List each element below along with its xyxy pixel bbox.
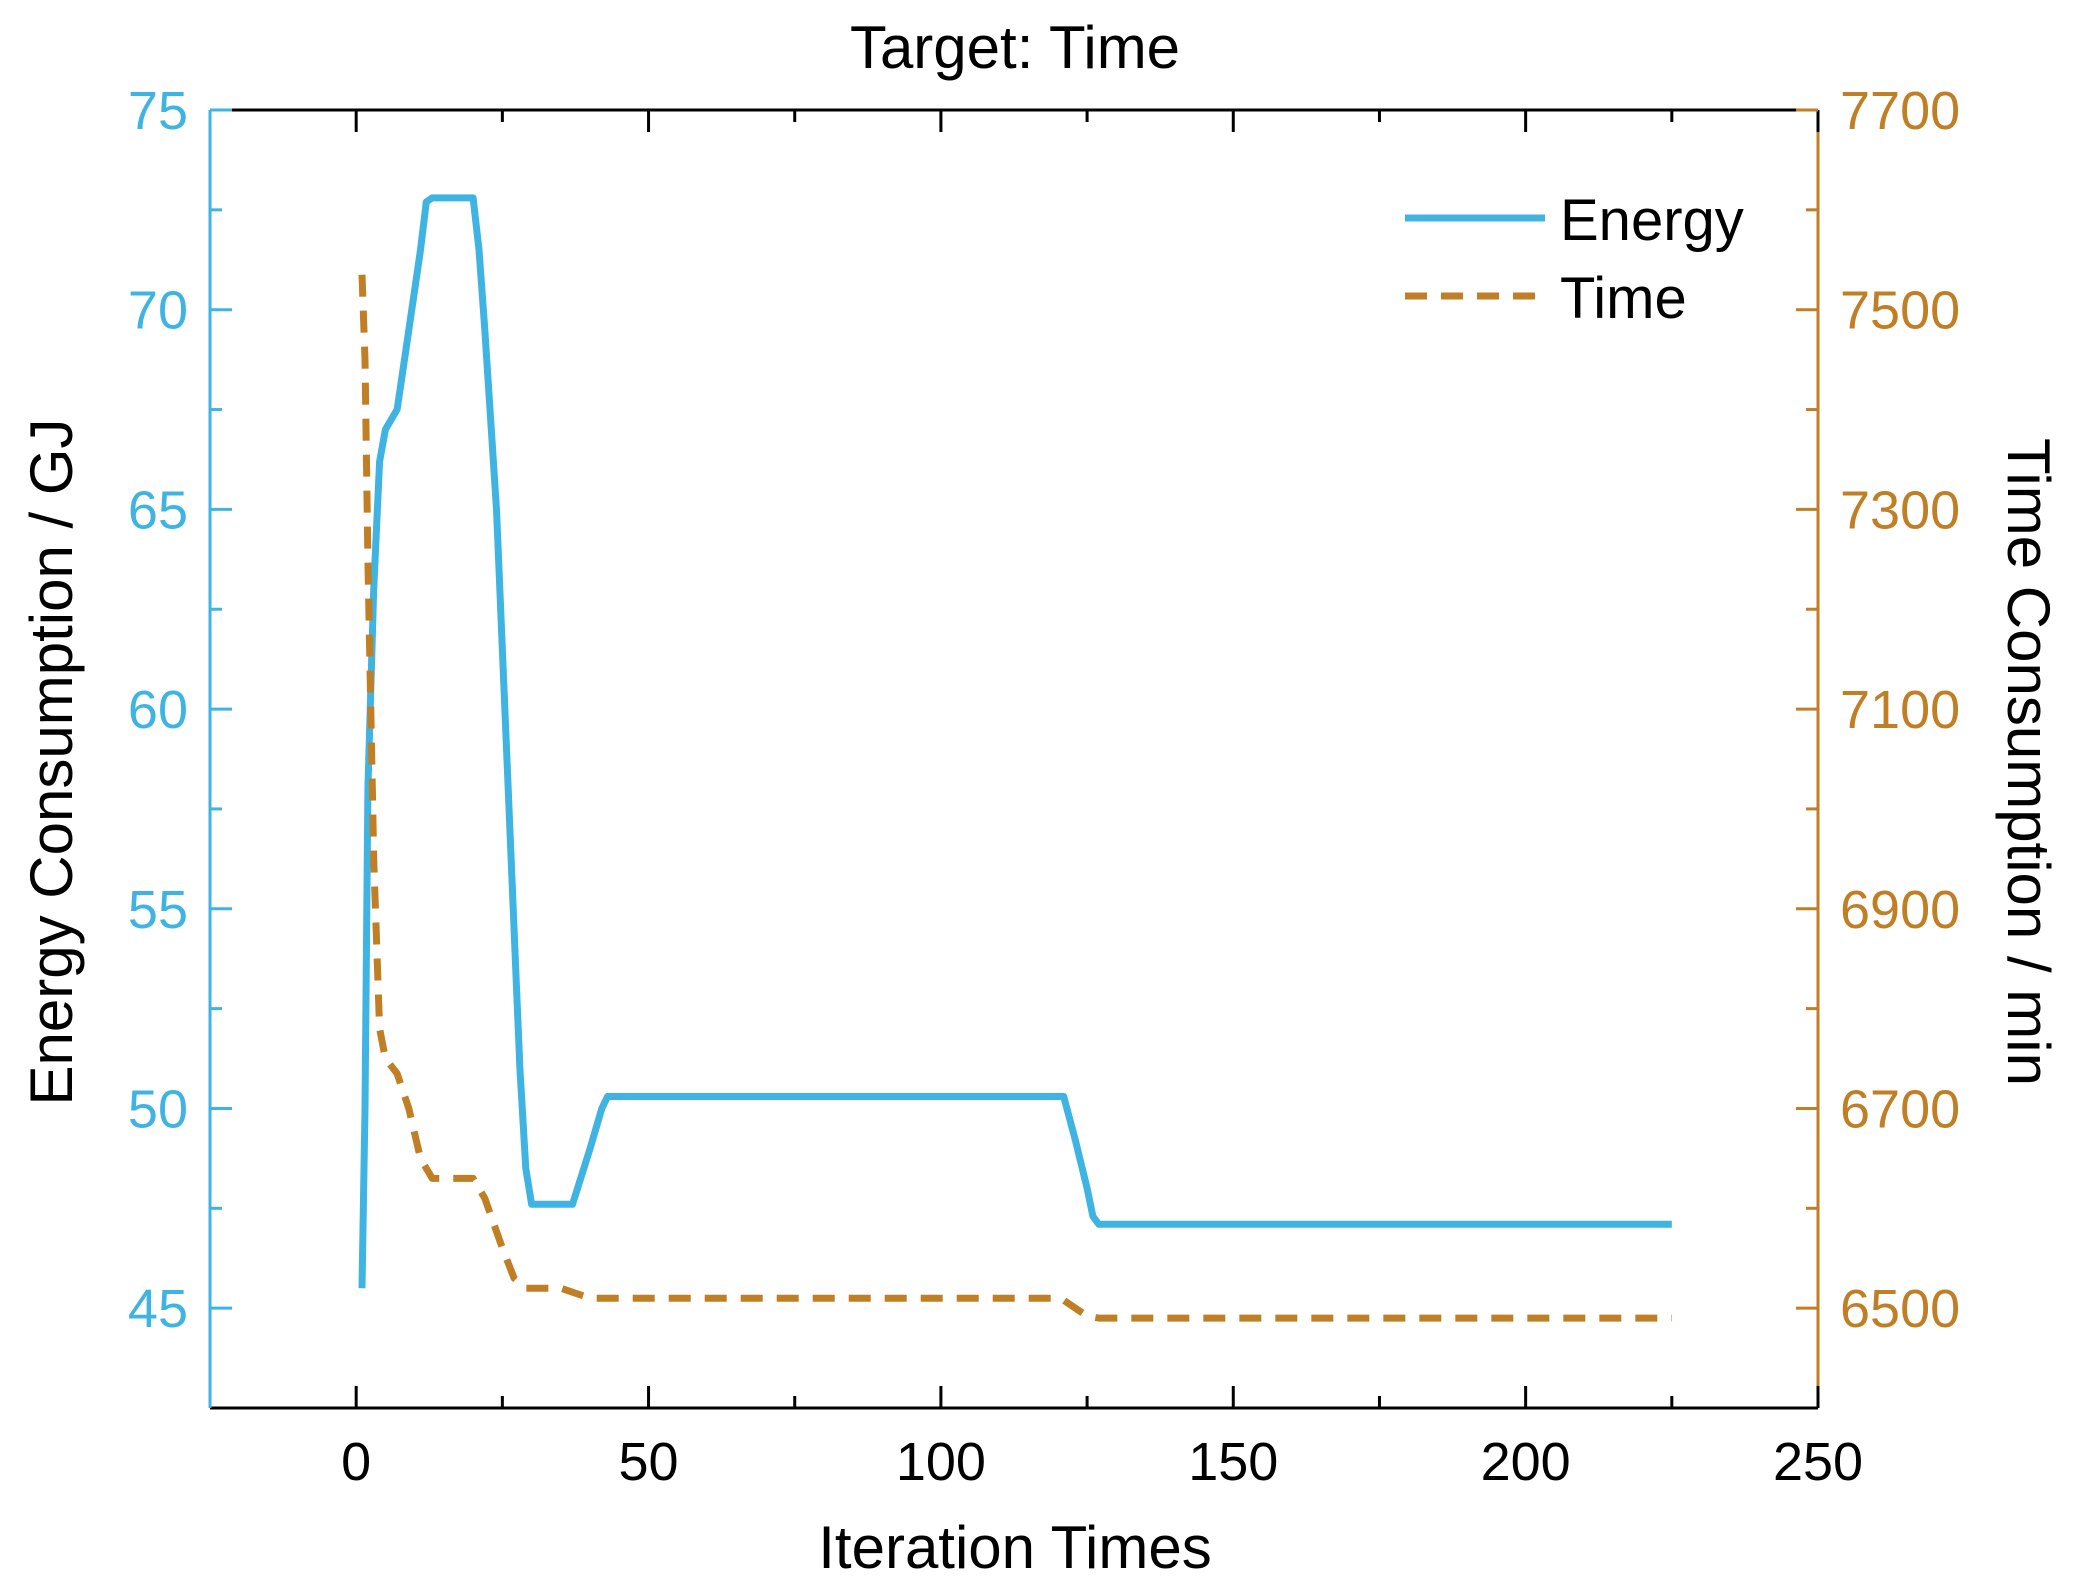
y-right-tick-label: 6500 <box>1840 1279 1960 1339</box>
y-left-tick-label: 45 <box>128 1279 188 1339</box>
x-tick-label: 250 <box>1773 1432 1863 1492</box>
y-left-tick-label: 60 <box>128 680 188 740</box>
y-right-tick-label: 6900 <box>1840 880 1960 940</box>
y-right-tick-label: 7700 <box>1840 81 1960 141</box>
series-layer <box>358 194 1672 1322</box>
y-right-tick-label: 7500 <box>1840 281 1960 341</box>
x-axis: 0 50 100 150 200 250 <box>341 110 1863 1492</box>
x-tick-label: 200 <box>1481 1432 1571 1492</box>
legend-time-label: Time <box>1560 266 1687 331</box>
y-left-tick-label: 75 <box>128 81 188 141</box>
y-left-tick-label: 65 <box>128 480 188 540</box>
y-left-tick-label: 70 <box>128 281 188 341</box>
y-right-tick-label: 6700 <box>1840 1079 1960 1139</box>
legend-energy-label: Energy <box>1560 188 1744 253</box>
x-tick-label: 50 <box>619 1432 679 1492</box>
y-left-axis-title: Energy Consumption / GJ <box>18 419 85 1106</box>
y-left-tick-label: 50 <box>128 1079 188 1139</box>
y-right-tick-label: 7100 <box>1840 680 1960 740</box>
y-right-axis-title: Time Consumption / min <box>1995 438 2062 1086</box>
y-right-tick-label: 7300 <box>1840 480 1960 540</box>
x-tick-label: 100 <box>896 1432 986 1492</box>
y-left-tick-label: 55 <box>128 880 188 940</box>
plot-frame <box>208 108 1820 1410</box>
series-line-time <box>358 274 1672 1322</box>
legend: Energy Time <box>1405 188 1744 331</box>
series-line-energy <box>358 194 1672 1289</box>
y-right-axis: 6500 6700 6900 7100 7300 7500 7700 <box>1796 81 1960 1339</box>
chart-title: Target: Time <box>850 14 1180 81</box>
y-left-axis: 45 50 55 60 65 70 75 <box>128 81 232 1339</box>
x-tick-label: 150 <box>1188 1432 1278 1492</box>
x-axis-title: Iteration Times <box>818 1514 1212 1581</box>
x-tick-label: 0 <box>341 1432 371 1492</box>
